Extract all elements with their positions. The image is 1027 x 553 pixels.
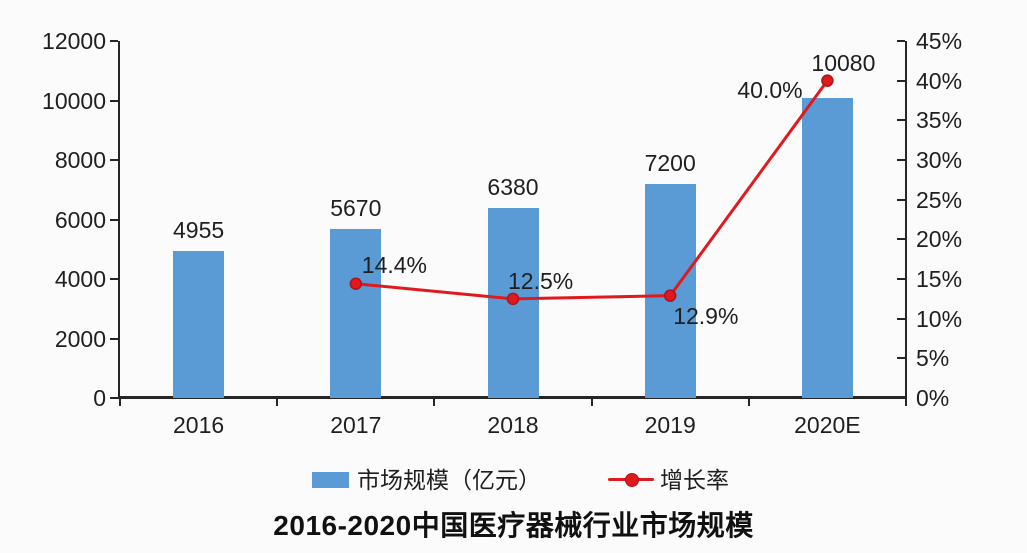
y-axis-left-tick-label: 12000 [42,28,106,54]
y-axis-left-tick [110,159,118,161]
y-axis-right-tick-label: 15% [916,266,963,292]
x-axis-category-label: 2016 [173,412,225,438]
growth-rate-value-label: 12.9% [673,302,739,329]
y-axis-right-tick-label: 5% [916,345,950,372]
y-axis-right-tick-label: 10% [916,305,963,332]
x-axis-tick [905,398,907,406]
y-axis-right-tick-label: 45% [916,28,963,54]
y-axis-left-tick [110,99,118,102]
chart-title: 2016-2020中国医疗器械行业市场规模 [273,510,754,541]
bar-value-label: 7200 [644,149,696,176]
y-axis-left-tick [110,218,118,221]
growth-rate-value-label: 12.5% [508,267,574,294]
y-axis-right-tick [897,119,905,122]
y-axis-left-tick [110,278,118,280]
y-axis-left-tick-label: 6000 [54,206,106,233]
legend-market-size-label: 市场规模（亿元） [357,467,541,493]
y-axis-left-tick-label: 4000 [54,266,106,292]
bar-value-label: 5670 [330,195,382,222]
y-axis-right-tick-label: 30% [916,147,963,173]
y-axis-left-tick-label: 10000 [42,87,106,114]
bar-value-label: 10080 [811,50,876,77]
y-axis-left-tick [110,40,118,42]
growth-rate-value-label: 40.0% [737,76,803,103]
bar-value-label: 4955 [173,216,225,243]
x-axis-tick [747,398,750,406]
y-axis-left-tick-label: 8000 [54,147,106,173]
y-axis-right-tick-label: 0% [916,385,950,411]
y-axis-right-tick-label: 35% [916,107,963,134]
x-axis-tick [119,398,121,406]
y-axis-right-tick [897,238,905,241]
y-axis-left-tick-label: 0 [93,385,106,411]
legend-growth-rate-label: 增长率 [660,467,729,493]
x-axis-tick [433,398,436,406]
x-axis-category-label: 2019 [644,412,696,438]
y-axis-right-tick [897,159,905,161]
y-axis-left-tick-label: 2000 [54,325,106,352]
y-axis-right-tick [897,278,905,280]
x-axis-tick [276,398,279,406]
y-axis-right-tick [897,397,905,399]
bar-2020E [801,98,853,398]
y-axis-right-tick [897,40,905,42]
y-axis-right-tick [897,79,905,82]
x-axis-category-label: 2020E [794,412,861,438]
y-axis-right-line [905,41,907,398]
legend-growth-rate-dot-icon [625,473,639,487]
bar-2019 [644,183,696,398]
y-axis-right-tick [897,198,905,201]
y-axis-right-tick [897,317,905,320]
y-axis-right-tick-label: 40% [916,67,963,94]
x-axis-category-label: 2017 [330,412,382,438]
y-axis-right-tick-label: 25% [916,186,963,213]
growth-rate-point [821,74,834,87]
bar-2018 [487,208,539,398]
bar-value-label: 6380 [487,174,539,201]
y-axis-right-tick-label: 20% [916,226,963,253]
y-axis-left-tick [110,337,118,340]
x-axis-category-label: 2018 [487,412,539,438]
bar-2016 [173,250,225,398]
x-axis-tick [590,398,593,406]
y-axis-left-tick [110,397,118,399]
growth-rate-value-label: 14.4% [361,251,428,278]
y-axis-left-line [118,41,120,398]
legend-market-size-swatch [312,472,349,488]
y-axis-right-tick [897,357,905,360]
